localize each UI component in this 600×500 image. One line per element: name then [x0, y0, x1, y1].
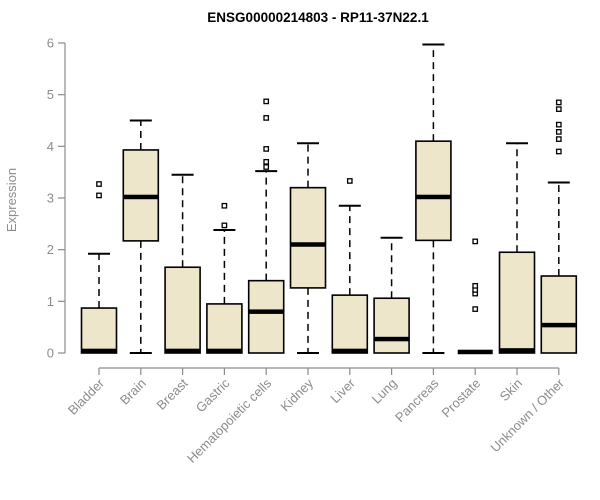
- median-line: [206, 348, 242, 354]
- median-line: [165, 348, 201, 354]
- box-rect: [80, 307, 118, 354]
- outlier-point: [472, 282, 479, 289]
- outlier-point: [263, 146, 270, 152]
- y-tick-label: 0: [47, 346, 54, 361]
- outlier-point: [96, 192, 102, 199]
- median-line: [332, 348, 368, 354]
- median-line: [290, 242, 326, 247]
- box-rect: [498, 251, 536, 354]
- outlier-point: [263, 164, 270, 170]
- median-line: [499, 348, 535, 353]
- y-tick-label: 4: [47, 139, 54, 154]
- chart-title: ENSG00000214803 - RP11-37N22.1: [207, 10, 429, 25]
- y-tick-label: 6: [47, 36, 54, 51]
- y-axis-label: Expression: [4, 168, 19, 232]
- outlier-point: [555, 148, 562, 155]
- box-rect: [415, 140, 452, 242]
- outlier-point: [555, 121, 562, 128]
- outlier-point: [221, 222, 228, 229]
- x-tick-label: Lung: [369, 376, 400, 407]
- outlier-point: [555, 99, 562, 106]
- x-tick-label: Prostate: [438, 376, 483, 421]
- x-tick-label: Brain: [117, 376, 149, 408]
- outlier-point: [263, 98, 270, 105]
- x-tick-label: Liver: [327, 375, 358, 406]
- median-line: [374, 336, 410, 342]
- outlier-point: [263, 115, 270, 121]
- y-tick-label: 3: [47, 191, 54, 206]
- x-tick-label: Bladder: [65, 375, 108, 418]
- y-tick-label: 1: [47, 294, 54, 309]
- x-tick-label: Breast: [154, 375, 191, 412]
- outlier-point: [472, 306, 479, 312]
- x-tick-label: Kidney: [277, 375, 316, 414]
- x-tick-label: Skin: [497, 376, 525, 404]
- x-tick-label: Pancreas: [392, 375, 442, 425]
- outlier-point: [96, 181, 102, 187]
- outlier-point: [221, 202, 228, 209]
- outlier-point: [555, 106, 562, 112]
- box-rect: [247, 279, 285, 354]
- outlier-point: [263, 158, 270, 165]
- median-line: [541, 322, 577, 328]
- box-rect: [373, 297, 410, 354]
- outlier-point: [346, 178, 353, 184]
- outlier-point: [555, 129, 562, 135]
- x-tick-label: Gastric: [193, 375, 233, 415]
- y-tick-label: 2: [47, 242, 54, 257]
- box-rect: [331, 294, 369, 354]
- y-tick-label: 5: [47, 87, 54, 102]
- x-tick-label: Unknown / Other: [487, 375, 567, 455]
- outlier-point: [555, 136, 562, 142]
- median-line: [81, 348, 117, 354]
- box-rect: [289, 186, 327, 289]
- box-rect: [206, 303, 243, 354]
- median-line: [457, 349, 493, 355]
- box-rect: [164, 266, 201, 354]
- median-line: [123, 194, 159, 200]
- median-line: [248, 309, 284, 314]
- outlier-point: [472, 238, 479, 245]
- box-rect: [540, 275, 578, 354]
- median-line: [415, 194, 451, 200]
